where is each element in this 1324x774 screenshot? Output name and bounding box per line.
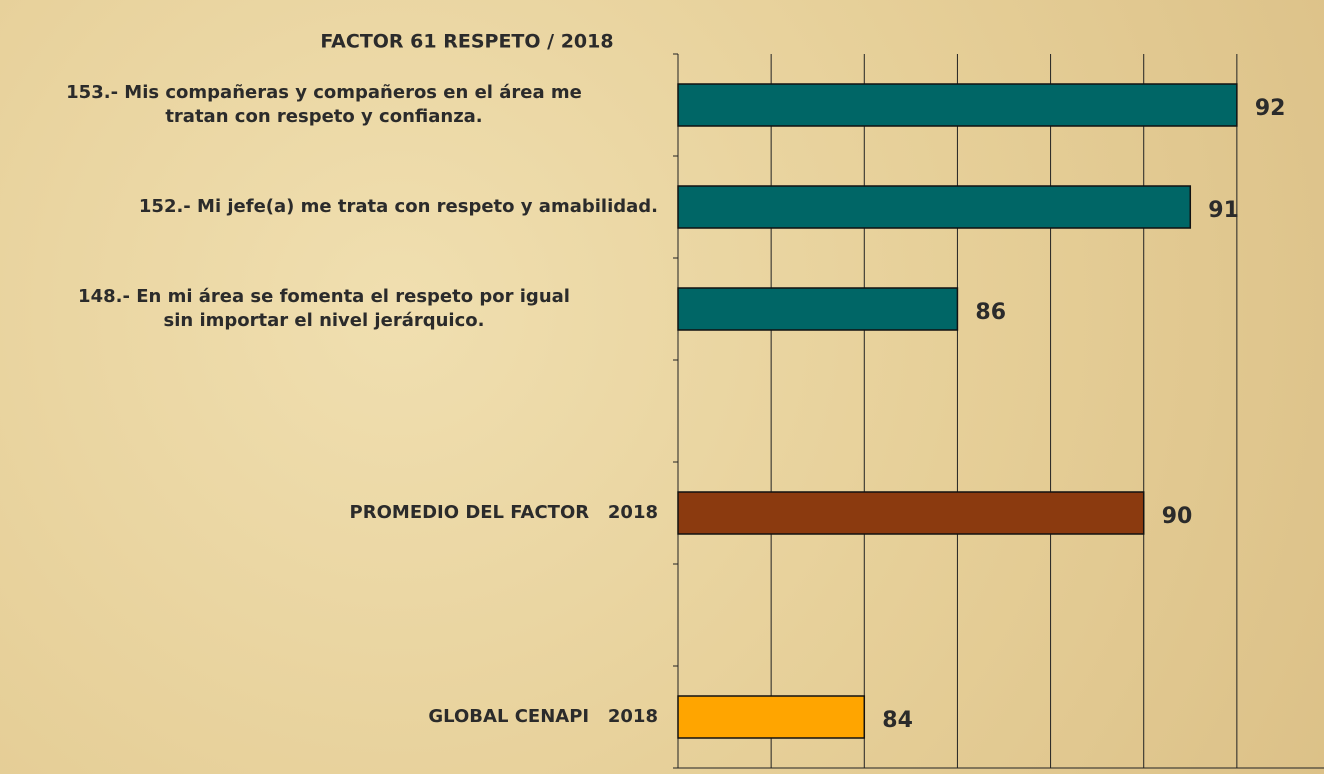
value-label: 92 [1255,96,1286,121]
bar [677,287,959,331]
category-label: 152.- Mi jefe(a) me trata con respeto y … [138,196,658,217]
chart-title: FACTOR 61 RESPETO / 2018 [320,31,613,53]
bar [677,695,866,739]
bar [677,83,1238,127]
category-label: 148.- En mi área se fomenta el respeto p… [78,286,570,331]
bar [677,185,1192,229]
value-label: 84 [882,708,913,733]
value-label: 91 [1208,198,1239,223]
value-label: 86 [975,300,1006,325]
value-label: 90 [1162,504,1193,529]
category-label: 153.- Mis compañeras y compañeros en el … [66,82,582,127]
bar [677,491,1145,535]
category-label: PROMEDIO DEL FACTOR 2018 [349,502,658,523]
category-label: GLOBAL CENAPI 2018 [428,706,658,727]
